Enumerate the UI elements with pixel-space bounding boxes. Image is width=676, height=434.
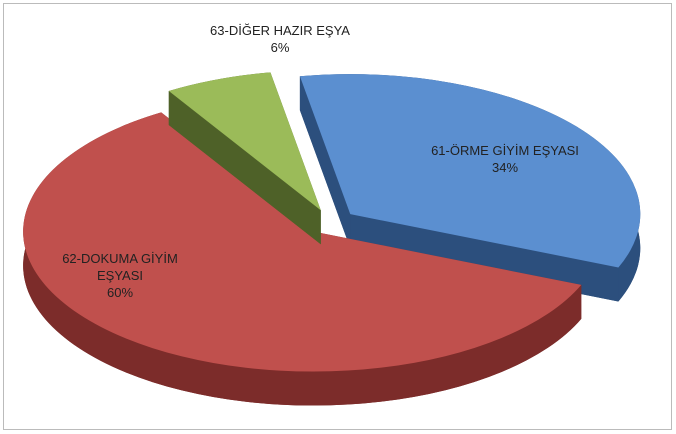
value-label: 60% bbox=[106, 285, 134, 300]
slice-label: 61-ÖRME GİYİM EŞYASI 34% bbox=[430, 142, 580, 176]
slice-side bbox=[168, 91, 321, 245]
value-label: 34% bbox=[491, 160, 519, 175]
slice-label: 62-DOKUMA GİYİM EŞYASI 60% bbox=[45, 250, 195, 301]
value-label: 6% bbox=[270, 40, 290, 55]
category-label: 63-DİĞER HAZIR EŞYA bbox=[210, 23, 350, 38]
slice-side bbox=[299, 76, 351, 249]
slice-label: 63-DİĞER HAZIR EŞYA 6% bbox=[205, 22, 355, 56]
category-label: 62-DOKUMA GİYİM EŞYASI bbox=[62, 251, 178, 283]
category-label: 61-ÖRME GİYİM EŞYASI bbox=[431, 143, 579, 158]
slice bbox=[168, 72, 321, 211]
slice bbox=[168, 72, 321, 245]
slice bbox=[23, 112, 582, 372]
slice bbox=[23, 112, 582, 406]
slice bbox=[299, 74, 641, 268]
